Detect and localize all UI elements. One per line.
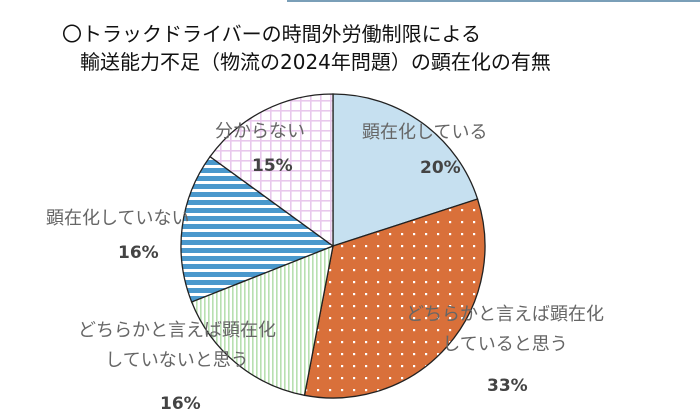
chart-title-line1: 〇トラックドライバーの時間外労働制限による — [62, 22, 481, 46]
label-kenzaika-shiteinai: 顕在化していない — [46, 208, 190, 229]
label-dochiraka-shiteiru: どちらかと言えば顕在化 していると思う — [380, 300, 630, 360]
pct-kenzaika-shiteiru: 20% — [420, 158, 461, 178]
pct-kenzaika-shiteinai: 16% — [118, 243, 159, 263]
chart-title-line2: 輸送能力不足（物流の2024年問題）の顕在化の有無 — [80, 50, 551, 74]
top-border-line — [287, 0, 700, 2]
pie-slice-3 — [180, 155, 335, 303]
pie-slice-1 — [303, 198, 486, 399]
label-line2: していないと思う — [105, 350, 249, 371]
label-wakaranai: 分からない — [215, 121, 305, 142]
pct-dochiraka-shiteinai: 16% — [160, 394, 201, 414]
pie-slice-0 — [332, 93, 479, 247]
pct-dochiraka-shiteiru: 33% — [487, 376, 528, 396]
pct-wakaranai: 15% — [252, 156, 293, 176]
label-kenzaika-shiteiru: 顕在化している — [362, 122, 488, 143]
label-line2: していると思う — [442, 334, 568, 355]
pie-slice-2 — [190, 244, 334, 397]
label-line1: どちらかと言えば顕在化 — [406, 304, 604, 325]
label-line1: どちらかと言えば顕在化 — [78, 320, 276, 341]
pie-slice-4 — [209, 93, 334, 248]
label-dochiraka-shiteinai: どちらかと言えば顕在化 していないと思う — [52, 316, 302, 376]
